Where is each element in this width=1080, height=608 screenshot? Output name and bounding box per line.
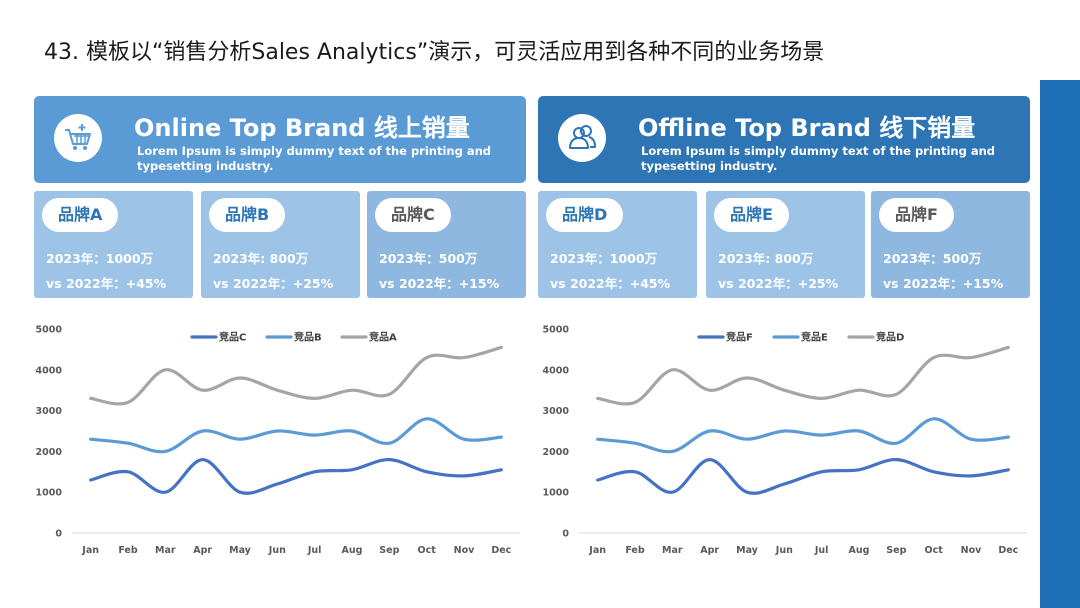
y-tick-label: 1000 xyxy=(543,488,570,499)
x-tick-label: Aug xyxy=(849,545,870,556)
y-tick-label: 1000 xyxy=(36,488,63,499)
offline-line-chart: 0 1000 2000 3000 4000 5000 Jan Feb Mar Apr May Jun J… xyxy=(543,325,1027,556)
brand-sales-2023: 2023年：1000万 xyxy=(550,251,658,266)
brand-card-e: 品牌E 2023年: 800万 vs 2022年：+25% xyxy=(706,191,865,298)
brand-sales-2023: 2023年: 800万 xyxy=(213,251,309,266)
brand-growth: vs 2022年：+45% xyxy=(46,276,167,291)
x-tick-label: Nov xyxy=(961,545,982,556)
y-tick-label: 4000 xyxy=(36,365,63,376)
x-tick-label: Apr xyxy=(700,545,719,556)
x-tick-label: Jun xyxy=(268,545,286,556)
y-tick-label: 2000 xyxy=(543,447,570,458)
series-line xyxy=(89,345,503,406)
legend-label: 竞品C xyxy=(218,331,246,344)
decorative-side-band xyxy=(1040,0,1080,608)
x-tick-label: Sep xyxy=(379,545,399,556)
x-tick-label: Jul xyxy=(307,545,322,556)
x-tick-label: Jan xyxy=(588,545,606,556)
brand-card-f: 品牌F 2023年：500万 vs 2022年：+15% xyxy=(871,191,1030,298)
offline-competitor-chart: 0 1000 2000 3000 4000 5000 Jan Feb Mar Apr May Jun J… xyxy=(537,318,1037,563)
brand-growth: vs 2022年：+45% xyxy=(550,276,671,291)
x-tick-label: Oct xyxy=(925,545,944,556)
x-tick-label: Feb xyxy=(625,545,645,556)
brand-name: 品牌C xyxy=(375,198,451,232)
brand-card-a: 品牌A 2023年：1000万 vs 2022年：+45% xyxy=(34,191,193,298)
legend-label: 竞品F xyxy=(725,331,753,344)
brand-name: 品牌A xyxy=(42,198,119,232)
x-tick-label: Sep xyxy=(886,545,906,556)
x-tick-label: Jan xyxy=(81,545,99,556)
legend-label: 竞品A xyxy=(368,331,397,344)
x-tick-label: Jun xyxy=(775,545,793,556)
offline-subtitle: Lorem Ipsum is simply dummy text of the … xyxy=(641,144,996,173)
series-line xyxy=(596,417,1010,454)
x-tick-label: Aug xyxy=(342,545,363,556)
online-title: Online Top Brand 线上销量 xyxy=(134,114,470,142)
x-tick-label: Feb xyxy=(118,545,138,556)
brand-name: 品牌D xyxy=(546,198,624,232)
y-tick-label: 5000 xyxy=(36,325,63,336)
y-tick-label: 2000 xyxy=(36,447,63,458)
y-tick-label: 5000 xyxy=(543,325,570,336)
series-line xyxy=(89,417,503,454)
brand-name: 品牌E xyxy=(714,198,789,232)
online-header: Online Top Brand 线上销量 Lorem Ipsum is sim… xyxy=(34,96,526,183)
x-tick-label: May xyxy=(736,545,759,556)
brand-sales-2023: 2023年: 800万 xyxy=(718,251,814,266)
x-tick-label: Dec xyxy=(998,545,1018,556)
y-tick-label: 0 xyxy=(562,529,569,540)
series-line xyxy=(89,457,503,495)
brand-card-c: 品牌C 2023年：500万 vs 2022年：+15% xyxy=(367,191,526,298)
legend-label: 竞品B xyxy=(293,331,322,344)
x-tick-label: Apr xyxy=(193,545,212,556)
y-tick-label: 4000 xyxy=(543,365,570,376)
users-icon xyxy=(558,114,606,162)
y-tick-label: 3000 xyxy=(543,406,570,417)
online-subtitle: Lorem Ipsum is simply dummy text of the … xyxy=(137,144,492,173)
x-tick-label: Oct xyxy=(418,545,437,556)
brand-sales-2023: 2023年：1000万 xyxy=(46,251,154,266)
brand-sales-2023: 2023年：500万 xyxy=(379,251,478,266)
series-line xyxy=(596,345,1010,406)
brand-card-b: 品牌B 2023年: 800万 vs 2022年：+25% xyxy=(201,191,360,298)
x-tick-label: May xyxy=(229,545,252,556)
brand-growth: vs 2022年：+25% xyxy=(718,276,839,291)
brand-sales-2023: 2023年：500万 xyxy=(883,251,982,266)
brand-name: 品牌B xyxy=(209,198,286,232)
decorative-corner xyxy=(980,0,1080,80)
offline-header: Offline Top Brand 线下销量 Lorem Ipsum is si… xyxy=(538,96,1030,183)
series-line xyxy=(596,457,1010,495)
x-tick-label: Dec xyxy=(491,545,511,556)
legend-label: 竞品D xyxy=(875,331,904,344)
brand-growth: vs 2022年：+15% xyxy=(379,276,500,291)
x-tick-label: Mar xyxy=(662,545,683,556)
brand-growth: vs 2022年：+15% xyxy=(883,276,1004,291)
slide-title: 43. 模板以“销售分析Sales Analytics”演示，可灵活应用到各种不… xyxy=(44,40,825,65)
y-tick-label: 3000 xyxy=(36,406,63,417)
brand-growth: vs 2022年：+25% xyxy=(213,276,334,291)
x-tick-label: Nov xyxy=(454,545,475,556)
brand-card-d: 品牌D 2023年：1000万 vs 2022年：+45% xyxy=(538,191,697,298)
legend-label: 竞品E xyxy=(800,331,828,344)
brand-name: 品牌F xyxy=(879,198,954,232)
x-tick-label: Mar xyxy=(155,545,176,556)
shopping-cart-icon xyxy=(54,114,102,162)
online-line-chart: 0 1000 2000 3000 4000 5000 Jan Feb Mar Apr May Jun J… xyxy=(36,325,520,556)
y-tick-label: 0 xyxy=(55,529,62,540)
offline-title: Offline Top Brand 线下销量 xyxy=(638,114,976,142)
x-tick-label: Jul xyxy=(814,545,829,556)
online-competitor-chart: 0 1000 2000 3000 4000 5000 Jan Feb Mar Apr May Jun J… xyxy=(30,318,530,563)
